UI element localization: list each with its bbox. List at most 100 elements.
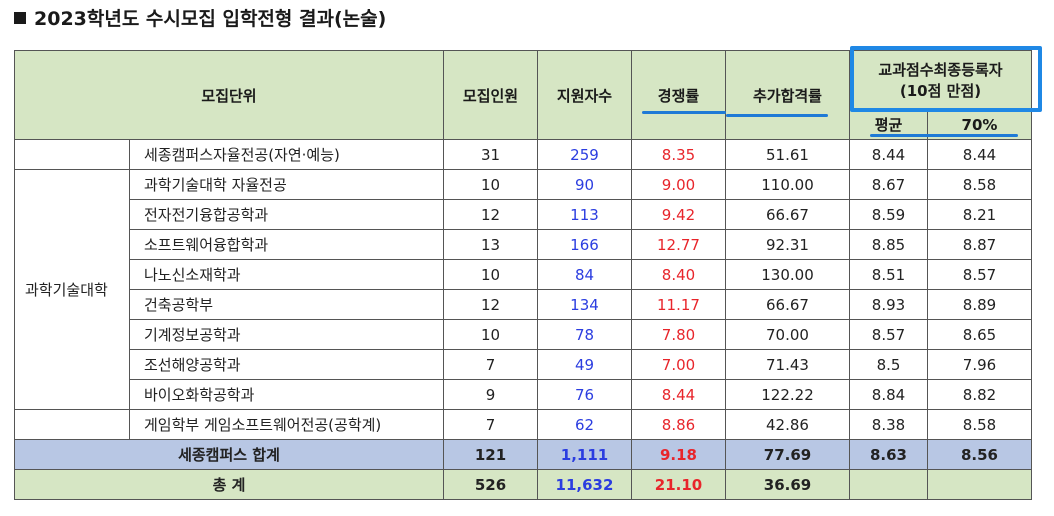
- extra-cell: 70.00: [725, 319, 850, 350]
- admission-results-table: 모집단위 모집인원 지원자수 경쟁률 추가합격률 교과점수최종등록자 (10점 …: [14, 50, 1032, 500]
- unit-cell: 기계정보공학과: [129, 319, 444, 350]
- p70-cell: 8.58: [927, 169, 1032, 200]
- table-row: 바이오화학공학과 9 76 8.44 122.22 8.84 8.82: [15, 379, 1032, 410]
- applicants-cell: 134: [537, 289, 632, 320]
- subtotal-p70: 8.56: [927, 439, 1032, 470]
- avg-cell: 8.51: [849, 259, 928, 290]
- table-row: 세종캠퍼스자율전공(자연·예능) 31 259 8.35 51.61 8.44 8.44: [14, 139, 1032, 170]
- table-row: 전자전기융합공학과 12 113 9.42 66.67 8.59 8.21: [15, 199, 1032, 230]
- subtotal-rate: 9.18: [631, 439, 726, 470]
- avg-cell: 8.84: [849, 379, 928, 410]
- extra-cell: 51.61: [725, 139, 850, 170]
- table-row: 과학기술대학 과학기술대학 자율전공 10 90 9.00 110.00 8.67 8.58: [14, 169, 1032, 410]
- rate-underline: [642, 111, 726, 114]
- total-row: 총 계 526 11,632 21.10 36.69: [14, 469, 1032, 500]
- quota-cell: 7: [443, 349, 538, 380]
- quota-cell: 12: [443, 289, 538, 320]
- p70-cell: 8.82: [927, 379, 1032, 410]
- table-row: 나노신소재학과 10 84 8.40 130.00 8.51 8.57: [15, 259, 1032, 290]
- total-label: 총 계: [14, 469, 444, 500]
- extra-cell: 122.22: [725, 379, 850, 410]
- rate-cell: 9.42: [631, 199, 726, 230]
- rate-cell: 8.44: [631, 379, 726, 410]
- grade-header-highlight-box: [850, 46, 1042, 112]
- unit-cell: 세종캠퍼스자율전공(자연·예능): [129, 139, 444, 170]
- quota-cell: 12: [443, 199, 538, 230]
- avg-cell: 8.44: [849, 139, 928, 170]
- square-bullet-icon: [14, 12, 26, 24]
- unit-cell: 소프트웨어융합학과: [129, 229, 444, 260]
- quota-cell: 10: [443, 169, 538, 200]
- subtotal-extra: 77.69: [725, 439, 850, 470]
- p70-cell: 8.21: [927, 199, 1032, 230]
- rate-cell: 8.35: [631, 139, 726, 170]
- applicants-cell: 78: [537, 319, 632, 350]
- college-cell-empty: [14, 409, 130, 440]
- extra-cell: 66.67: [725, 199, 850, 230]
- table-row: 소프트웨어융합학과 13 166 12.77 92.31 8.85 8.87: [15, 229, 1032, 260]
- avg-cell: 8.59: [849, 199, 928, 230]
- extra-underline: [726, 114, 828, 117]
- avg-cell: 8.93: [849, 289, 928, 320]
- header-rate: 경쟁률: [631, 50, 726, 140]
- header-grade: 교과점수최종등록자 (10점 만점): [849, 50, 1032, 110]
- unit-cell: 건축공학부: [129, 289, 444, 320]
- header-extra: 추가합격률: [725, 50, 850, 140]
- subtotal-avg: 8.63: [849, 439, 928, 470]
- p70-cell: 8.89: [927, 289, 1032, 320]
- unit-cell: 바이오화학공학과: [129, 379, 444, 410]
- rate-cell: 7.80: [631, 319, 726, 350]
- unit-cell: 과학기술대학 자율전공: [129, 169, 444, 200]
- applicants-cell: 62: [537, 409, 632, 440]
- header-grade-line2: (10점 만점): [899, 82, 982, 100]
- extra-cell: 110.00: [725, 169, 850, 200]
- total-quota: 526: [443, 469, 538, 500]
- applicants-cell: 259: [537, 139, 632, 170]
- applicants-cell: 113: [537, 199, 632, 230]
- total-applicants: 11,632: [537, 469, 632, 500]
- p70-cell: 8.65: [927, 319, 1032, 350]
- subtotal-quota: 121: [443, 439, 538, 470]
- table-row: 조선해양공학과 7 49 7.00 71.43 8.5 7.96: [15, 349, 1032, 380]
- p70-cell: 8.57: [927, 259, 1032, 290]
- unit-cell: 조선해양공학과: [129, 349, 444, 380]
- table-row: 기계정보공학과 10 78 7.80 70.00 8.57 8.65: [15, 319, 1032, 350]
- avg-cell: 8.57: [849, 319, 928, 350]
- applicants-cell: 84: [537, 259, 632, 290]
- header-applicants: 지원자수: [537, 50, 632, 140]
- p70-cell: 7.96: [927, 349, 1032, 380]
- total-extra: 36.69: [725, 469, 850, 500]
- applicants-cell: 166: [537, 229, 632, 260]
- extra-cell: 130.00: [725, 259, 850, 290]
- quota-cell: 7: [443, 409, 538, 440]
- avg-cell: 8.67: [849, 169, 928, 200]
- total-rate: 21.10: [631, 469, 726, 500]
- rate-cell: 11.17: [631, 289, 726, 320]
- subtotal-row: 세종캠퍼스 합계 121 1,111 9.18 77.69 8.63 8.56: [14, 439, 1032, 470]
- avg-cell: 8.85: [849, 229, 928, 260]
- applicants-cell: 90: [537, 169, 632, 200]
- extra-cell: 92.31: [725, 229, 850, 260]
- rate-cell: 8.40: [631, 259, 726, 290]
- extra-cell: 42.86: [725, 409, 850, 440]
- page-title-text: 2023학년도 수시모집 입학전형 결과(논술): [34, 8, 387, 30]
- rate-cell: 7.00: [631, 349, 726, 380]
- grade-columns-underline: [870, 134, 1018, 137]
- quota-cell: 10: [443, 259, 538, 290]
- table-row: 게임학부 게임소프트웨어전공(공학계) 7 62 8.86 42.86 8.38 8.58: [14, 409, 1032, 440]
- header-unit: 모집단위: [14, 50, 444, 140]
- rate-cell: 9.00: [631, 169, 726, 200]
- table-row: 건축공학부 12 134 11.17 66.67 8.93 8.89: [15, 289, 1032, 320]
- total-avg: [849, 469, 928, 500]
- unit-cell: 전자전기융합공학과: [129, 199, 444, 230]
- avg-cell: 8.5: [849, 349, 928, 380]
- college-cell-empty: [14, 139, 130, 170]
- subtotal-applicants: 1,111: [537, 439, 632, 470]
- p70-cell: 8.58: [927, 409, 1032, 440]
- rate-cell: 12.77: [631, 229, 726, 260]
- page-title: 2023학년도 수시모집 입학전형 결과(논술): [14, 2, 386, 36]
- quota-cell: 9: [443, 379, 538, 410]
- extra-cell: 66.67: [725, 289, 850, 320]
- applicants-cell: 76: [537, 379, 632, 410]
- quota-cell: 10: [443, 319, 538, 350]
